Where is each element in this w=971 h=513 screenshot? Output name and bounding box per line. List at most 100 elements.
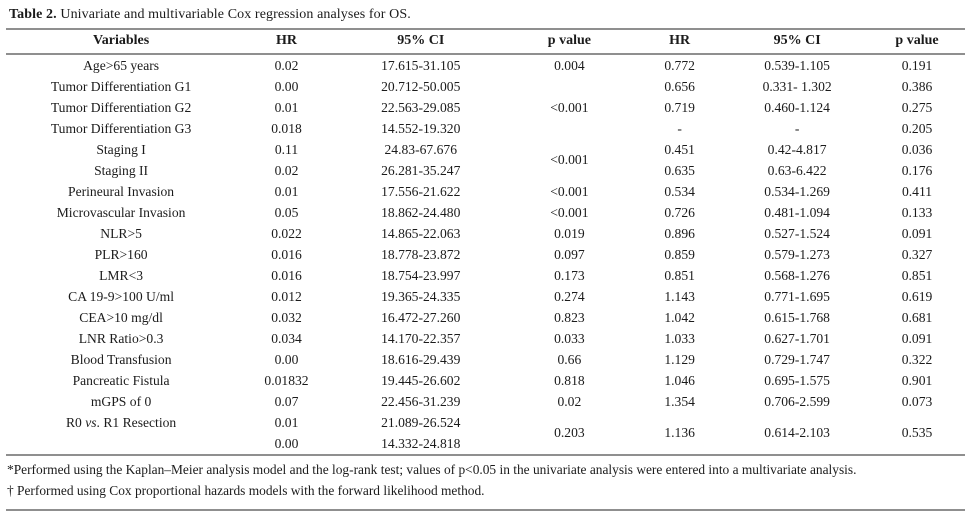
table-cell: 0.004 (554, 57, 585, 73)
table-cell: 1.354 (664, 393, 695, 409)
table-cell: 0.032 (271, 309, 302, 325)
table-cell: 0.02 (274, 162, 299, 178)
table-cell: Blood Transfusion (70, 351, 172, 367)
table-row: Tumor Differentiation G3 0.018 14.552-19.3… (6, 118, 965, 139)
table-cell: 0.729-1.747 (764, 351, 830, 367)
table-cell: 20.712-50.005 (381, 78, 461, 94)
column-header: Variables (6, 29, 237, 55)
table-header: Variables HR 95% CI p value HR 95% CI p value (6, 29, 965, 55)
variable-text: R0 (65, 414, 86, 430)
table-cell: - (794, 120, 800, 136)
table-cell: 18.754-23.997 (381, 267, 461, 283)
table-cell: 18.616-29.439 (381, 351, 461, 367)
table-cell: 0.00 (274, 351, 299, 367)
table-cell: 16.472-27.260 (381, 309, 461, 325)
table-cell: <0.001 (550, 99, 589, 115)
column-header: 95% CI (725, 29, 870, 55)
table-cell: 0.719 (664, 99, 695, 115)
table-cell: Perineural Invasion (68, 183, 175, 199)
table-row: Tumor Differentiation G1 0.00 20.712-50.00… (6, 76, 965, 115)
table-cell: 0.726 (664, 204, 695, 220)
table-row: Pancreatic Fistula 0.01832 19.445-26.602 0.… (6, 370, 965, 391)
table-cell: Microvascular Invasion (56, 204, 186, 220)
table-cell: 1.143 (664, 288, 695, 304)
table-cell: 0.656 (664, 78, 695, 94)
table-cell: 0.016 (271, 246, 302, 262)
table-cell: 0.851 (901, 267, 933, 283)
table-row: mGPS of 0 0.07 22.456-31.239 0.02 1.354 0.706… (6, 391, 965, 412)
table-cell: 0.073 (901, 393, 933, 409)
table-cell: 0.022 (271, 225, 302, 241)
table-row: Staging II 0.02 26.281-35.247 0.635 0.63-6.4… (6, 160, 965, 181)
column-header: p value (869, 29, 965, 55)
table-cell: LNR Ratio>0.3 (78, 330, 164, 346)
table-cell: Pancreatic Fistula (72, 372, 170, 388)
table-cell: 0.42-4.817 (767, 141, 827, 157)
table-row: NLR>5 0.022 14.865-22.063 0.019 0.896 0.527-1… (6, 223, 965, 244)
footnote-dagger: † Performed using Cox proportional hazar… (7, 483, 485, 498)
table-cell: 0.01832 (264, 372, 309, 388)
table-cell (6, 433, 236, 455)
table-cell: 0.63-6.422 (767, 162, 827, 178)
table-cell: 0.11 (274, 141, 299, 157)
table-cell: <0.001 (550, 152, 589, 167)
table-cell: mGPS of 0 (90, 393, 152, 409)
table-cell: 0.706-2.599 (764, 393, 830, 409)
table-cell: 0.019 (554, 225, 585, 241)
table-cell: 0.331- 1.302 (762, 78, 832, 94)
table-cell: 0.481-1.094 (764, 204, 830, 220)
table-cell: PLR>160 (94, 246, 148, 262)
table-cell: 0.091 (901, 225, 933, 241)
table-cell: 0.07 (274, 393, 299, 409)
table-cell: 14.332-24.818 (381, 435, 461, 451)
table-cell: 0.386 (901, 78, 933, 94)
table-cell: <0.001 (550, 183, 589, 199)
table-cell: 0.01 (274, 183, 299, 199)
header-row: Variables HR 95% CI p value HR 95% CI p value (6, 29, 965, 55)
table-cell: 0.01 (274, 99, 299, 115)
cox-regression-table: Variables HR 95% CI p value HR 95% CI p value … (6, 28, 965, 456)
table-cell: 0.695-1.575 (764, 372, 830, 388)
table-cell: 17.615-31.105 (381, 57, 461, 73)
table-cell: 0.411 (901, 183, 933, 199)
table-cell: Age>65 years (83, 57, 160, 73)
table-cell: 0.851 (664, 267, 695, 283)
table-cell: 0.772 (664, 57, 695, 73)
table-cell: Tumor Differentiation G1 (50, 78, 192, 94)
table-cell: 0.173 (554, 267, 585, 283)
table-cell: 1.046 (664, 372, 695, 388)
table-cell: 0.635 (664, 162, 695, 178)
table-cell: 24.83-67.676 (384, 141, 458, 157)
footnote-asterisk: *Performed using the Kaplan–Meier analys… (7, 462, 857, 477)
table-title: Table 2. Univariate and multivariable Co… (6, 5, 965, 28)
table-cell: 0.823 (554, 309, 585, 325)
column-header: p value (504, 29, 635, 55)
table-cell: 0.615-1.768 (764, 309, 830, 325)
table-cell: <0.001 (550, 204, 589, 220)
table-cell: 0.05 (274, 204, 299, 220)
table-cell: 0.534 (664, 183, 695, 199)
table-cell: 0.451 (664, 141, 695, 157)
footnotes-section: *Performed using the Kaplan–Meier analys… (6, 456, 965, 511)
table-row: CEA>10 mg/dl 0.032 16.472-27.260 0.823 1.042… (6, 307, 965, 328)
table-row: CA 19-9>100 U/ml 0.012 19.365-24.335 0.274 1… (6, 286, 965, 307)
variable-text-italic: vs (85, 414, 97, 430)
table-cell: 0.274 (554, 288, 585, 304)
variable-text: . R1 Resection (96, 414, 177, 430)
table-row: Microvascular Invasion 0.05 18.862-24.480 <… (6, 202, 965, 223)
table-cell: 1.129 (664, 351, 695, 367)
table-cell: 0.859 (664, 246, 695, 262)
table-cell: 0.097 (554, 246, 585, 262)
table-cell: 0.527-1.524 (764, 225, 830, 241)
table-cell: 0.01 (274, 414, 299, 430)
table-cell: NLR>5 (100, 225, 142, 241)
table-cell: 14.552-19.320 (381, 120, 461, 136)
table-cell: 22.456-31.239 (381, 393, 461, 409)
table-cell: 0.00 (274, 435, 299, 451)
table-cell: 19.365-24.335 (381, 288, 461, 304)
table-cell: - (677, 120, 682, 136)
table-row: 0.00 14.332-24.818 (6, 433, 965, 455)
table-cell: 0.614-2.103 (764, 425, 830, 440)
column-header: HR (634, 29, 726, 55)
